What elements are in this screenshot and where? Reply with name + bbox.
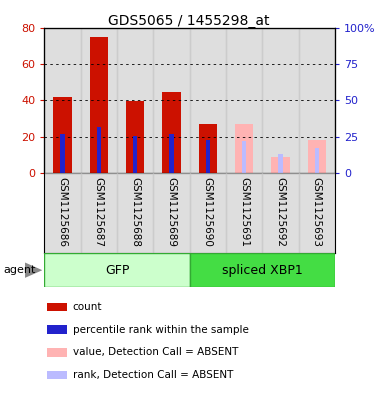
Text: GFP: GFP	[105, 264, 129, 277]
Bar	[190, 173, 226, 253]
Bar	[54, 97, 72, 173]
Bar	[278, 154, 283, 173]
Bar	[206, 140, 210, 173]
Bar	[153, 173, 189, 253]
Bar	[299, 173, 335, 253]
Text: GSM1125686: GSM1125686	[57, 177, 67, 247]
Polygon shape	[25, 263, 42, 278]
Bar	[44, 28, 80, 173]
Text: agent: agent	[4, 265, 36, 275]
Bar	[44, 173, 80, 253]
Bar	[47, 325, 67, 334]
Bar	[262, 173, 299, 253]
Bar	[97, 127, 101, 173]
Bar	[242, 141, 246, 173]
Bar	[199, 124, 217, 173]
Bar	[80, 28, 117, 173]
Bar	[162, 92, 181, 173]
Text: percentile rank within the sample: percentile rank within the sample	[73, 325, 249, 335]
Text: rank, Detection Call = ABSENT: rank, Detection Call = ABSENT	[73, 370, 233, 380]
Bar	[47, 371, 67, 379]
Bar	[153, 28, 189, 173]
Bar	[226, 28, 262, 173]
Bar	[226, 173, 262, 253]
Bar	[60, 134, 65, 173]
Bar	[126, 101, 144, 173]
Text: GSM1125690: GSM1125690	[203, 177, 213, 247]
Bar	[47, 303, 67, 311]
Text: GSM1125688: GSM1125688	[130, 177, 140, 247]
Text: count: count	[73, 302, 102, 312]
Text: GSM1125692: GSM1125692	[275, 177, 285, 247]
Bar	[133, 136, 137, 173]
Text: GSM1125693: GSM1125693	[312, 177, 322, 247]
Bar	[262, 28, 299, 173]
Bar	[47, 348, 67, 356]
Bar	[190, 253, 335, 287]
Bar	[308, 140, 326, 173]
Text: GDS5065 / 1455298_at: GDS5065 / 1455298_at	[108, 14, 270, 28]
Bar	[117, 28, 153, 173]
Text: value, Detection Call = ABSENT: value, Detection Call = ABSENT	[73, 347, 238, 357]
Bar	[80, 173, 117, 253]
Bar	[117, 173, 153, 253]
Bar	[271, 156, 290, 173]
Text: GSM1125689: GSM1125689	[166, 177, 176, 247]
Bar	[190, 28, 226, 173]
Bar	[299, 28, 335, 173]
Bar	[44, 253, 190, 287]
Bar	[90, 37, 108, 173]
Bar	[169, 134, 174, 173]
Bar	[315, 148, 319, 173]
Text: GSM1125691: GSM1125691	[239, 177, 249, 247]
Text: spliced XBP1: spliced XBP1	[222, 264, 303, 277]
Text: GSM1125687: GSM1125687	[94, 177, 104, 247]
Bar	[235, 124, 253, 173]
